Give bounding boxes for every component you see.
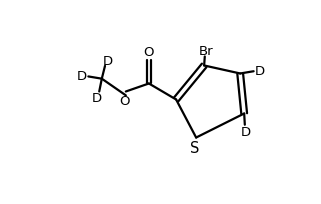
Text: Br: Br bbox=[198, 45, 213, 58]
Text: O: O bbox=[143, 46, 154, 59]
Text: D: D bbox=[241, 125, 251, 138]
Text: D: D bbox=[255, 64, 265, 77]
Text: D: D bbox=[77, 70, 87, 83]
Text: D: D bbox=[92, 91, 102, 104]
Text: D: D bbox=[102, 54, 113, 67]
Text: O: O bbox=[120, 94, 130, 107]
Text: S: S bbox=[190, 141, 199, 155]
